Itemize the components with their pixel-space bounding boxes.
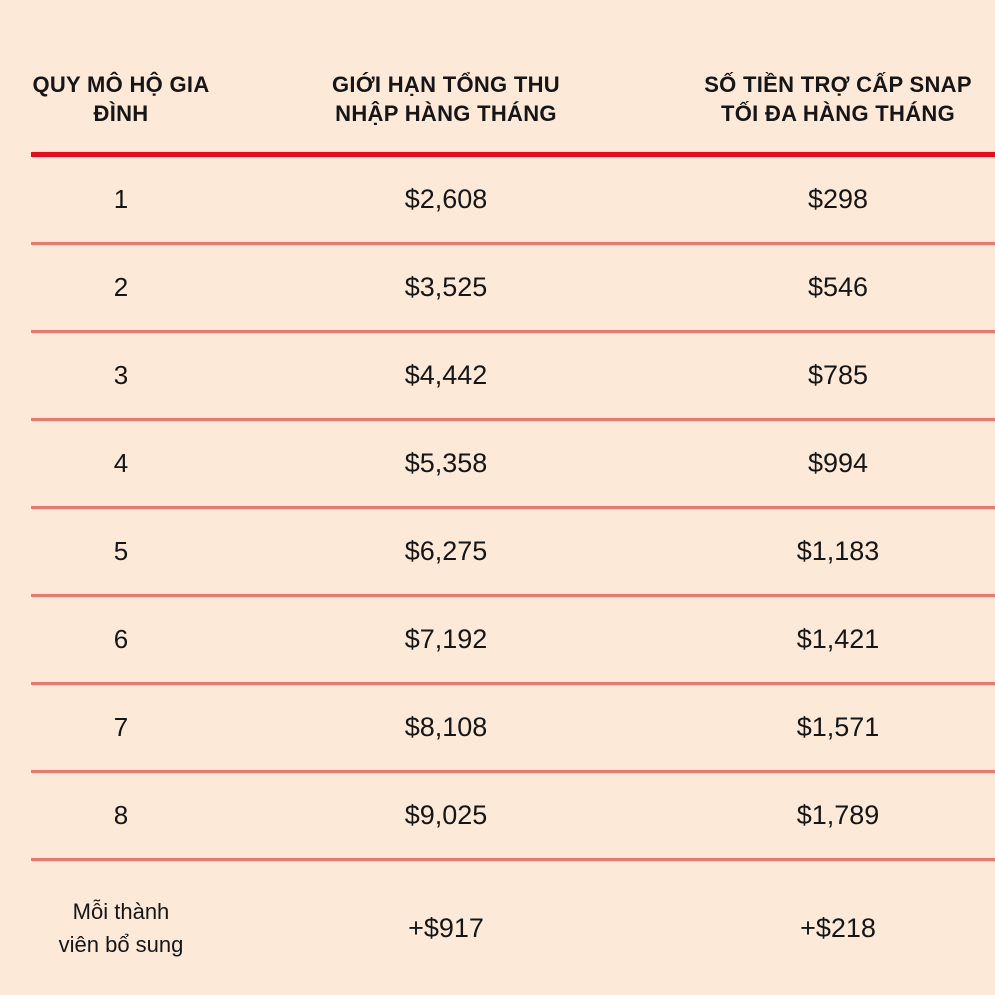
benefit-cell: $1,789 [796, 800, 880, 830]
income-limit-cell: $5,358 [404, 448, 488, 478]
table-row: 5 $6,275 $1,183 [31, 509, 995, 597]
column-header-income-limit: GIỚI HẠN TỔNG THU NHẬP HÀNG THÁNG [332, 71, 560, 127]
income-limit-cell: $9,025 [404, 800, 488, 830]
benefit-cell: $298 [807, 184, 869, 214]
household-size-cell: 4 [113, 448, 129, 478]
household-size-cell: 3 [113, 360, 129, 390]
income-limit-cell: $2,608 [404, 184, 488, 214]
benefit-cell: $994 [807, 448, 869, 478]
column-header-snap-benefit: SỐ TIỀN TRỢ CẤP SNAP TỐI ĐA HÀNG THÁNG [704, 71, 972, 127]
table-row-extra-member: Mỗi thành viên bổ sung +$917 +$218 [31, 861, 995, 995]
benefit-cell: $546 [807, 272, 869, 302]
extra-member-label: Mỗi thành viên bổ sung [58, 899, 184, 957]
benefit-cell: $1,571 [796, 712, 880, 742]
income-limit-cell: $4,442 [404, 360, 488, 390]
benefit-cell: +$218 [800, 912, 876, 943]
table-header-row: QUY MÔ HỘ GIA ĐÌNH GIỚI HẠN TỔNG THU NHẬ… [31, 0, 995, 157]
household-size-cell: 1 [113, 184, 129, 214]
table-row: 3 $4,442 $785 [31, 333, 995, 421]
income-limit-cell: $3,525 [404, 272, 488, 302]
income-limit-cell: +$917 [408, 912, 484, 943]
column-header-household-size: QUY MÔ HỘ GIA ĐÌNH [32, 71, 210, 127]
income-limit-cell: $6,275 [404, 536, 488, 566]
household-size-cell: 2 [113, 272, 129, 302]
household-size-cell: 6 [113, 624, 129, 654]
household-size-cell: 8 [113, 800, 129, 830]
household-size-cell: 7 [113, 712, 129, 742]
table-row: 2 $3,525 $546 [31, 245, 995, 333]
benefit-cell: $1,421 [796, 624, 880, 654]
income-limit-cell: $8,108 [404, 712, 488, 742]
income-limit-cell: $7,192 [404, 624, 488, 654]
table-row: 4 $5,358 $994 [31, 421, 995, 509]
benefit-cell: $785 [807, 360, 869, 390]
table-row: 7 $8,108 $1,571 [31, 685, 995, 773]
table-row: 6 $7,192 $1,421 [31, 597, 995, 685]
table-row: 8 $9,025 $1,789 [31, 773, 995, 861]
benefit-cell: $1,183 [796, 536, 880, 566]
household-size-cell: 5 [113, 536, 129, 566]
table-row: 1 $2,608 $298 [31, 157, 995, 245]
